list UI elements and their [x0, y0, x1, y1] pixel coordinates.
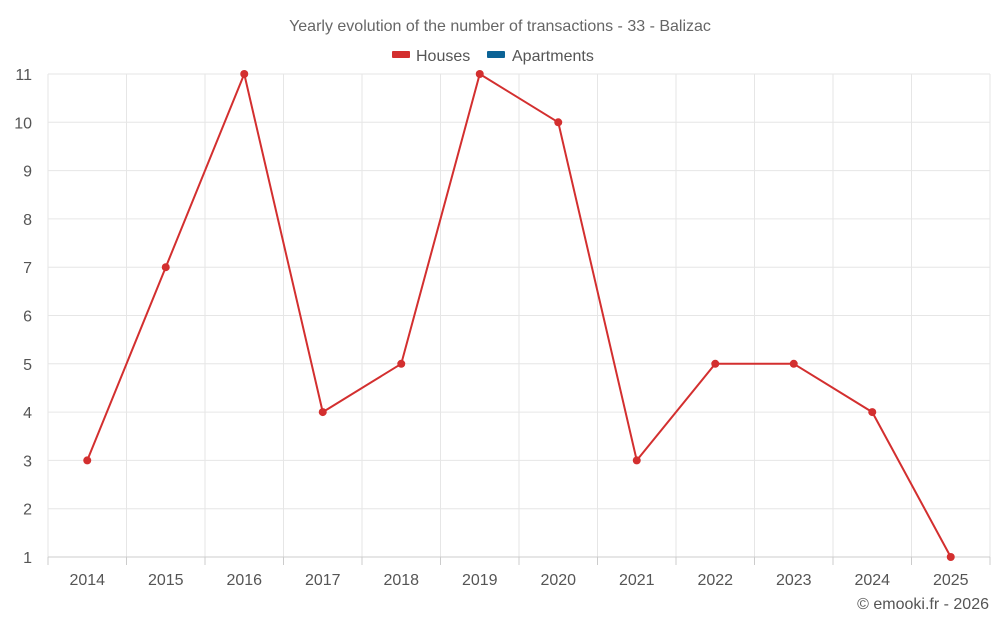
- grid: [47, 73, 991, 565]
- y-tick-label: 7: [23, 260, 32, 277]
- credit-text: © emooki.fr - 2026: [857, 596, 989, 613]
- y-tick-label: 5: [23, 357, 32, 374]
- x-tick-label: 2020: [540, 572, 576, 589]
- data-point[interactable]: [632, 456, 641, 465]
- legend-label-apartments[interactable]: Apartments: [512, 48, 594, 65]
- y-tick-label: 10: [14, 115, 32, 132]
- y-tick-label: 2: [23, 502, 32, 519]
- y-tick-label: 9: [23, 164, 32, 181]
- data-point[interactable]: [868, 408, 877, 417]
- legend-label-houses[interactable]: Houses: [416, 48, 470, 65]
- data-point[interactable]: [789, 359, 798, 368]
- legend-swatch-apartments[interactable]: [487, 51, 505, 58]
- data-point[interactable]: [161, 263, 170, 272]
- series-houses: [83, 70, 955, 561]
- x-tick-label: 2024: [854, 572, 890, 589]
- data-point[interactable]: [397, 359, 406, 368]
- data-point[interactable]: [946, 553, 955, 561]
- x-tick-label: 2021: [619, 572, 655, 589]
- y-tick-label: 3: [23, 453, 32, 470]
- data-point[interactable]: [240, 70, 249, 78]
- x-axis-ticks: 2014 2015 2016 2017 2018 2019 2020 2021 2022 2023…: [69, 572, 968, 589]
- data-point[interactable]: [554, 118, 563, 127]
- legend: Houses Apartments: [392, 48, 594, 65]
- y-tick-label: 4: [23, 405, 32, 422]
- chart-title: Yearly evolution of the number of transa…: [289, 18, 711, 35]
- x-tick-label: 2015: [148, 572, 184, 589]
- x-tick-label: 2016: [226, 572, 262, 589]
- x-tick-label: 2018: [383, 572, 419, 589]
- x-tick-label: 2025: [933, 572, 969, 589]
- data-point[interactable]: [83, 456, 92, 465]
- y-tick-label: 1: [23, 550, 32, 567]
- y-tick-label: 6: [23, 309, 32, 326]
- x-tick-label: 2023: [776, 572, 812, 589]
- x-tick-label: 2017: [305, 572, 341, 589]
- series-line-houses: [86, 73, 952, 558]
- x-tick-label: 2022: [697, 572, 733, 589]
- x-tick-label: 2014: [69, 572, 105, 589]
- legend-swatch-houses[interactable]: [392, 51, 410, 58]
- y-tick-label: 8: [23, 212, 32, 229]
- y-tick-label: 11: [15, 67, 32, 84]
- data-point[interactable]: [318, 408, 327, 417]
- y-axis-ticks: 1 2 3 4 5 6 7 8 9 10 11: [14, 67, 32, 567]
- data-point[interactable]: [475, 70, 484, 78]
- x-tick-label: 2019: [462, 572, 498, 589]
- data-point[interactable]: [711, 359, 720, 368]
